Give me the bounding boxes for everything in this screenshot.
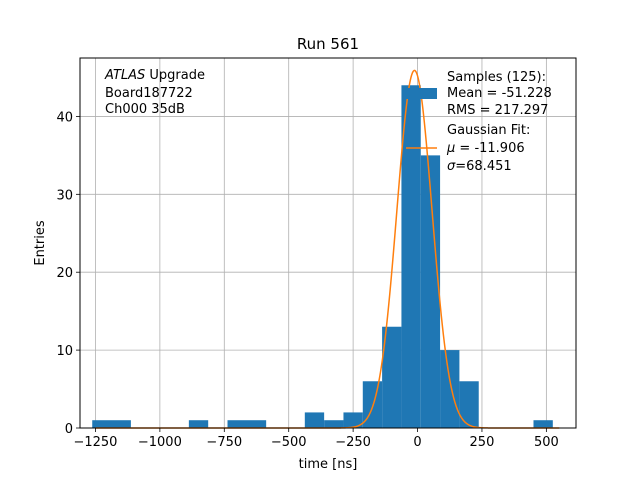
legend-fit-mu: μ = -11.906 (446, 141, 525, 156)
legend-samples-mean: Mean = -51.228 (447, 86, 552, 101)
x-tick-label: −500 (271, 435, 307, 450)
legend: Samples (125): Mean = -51.228 RMS = 217.… (404, 70, 552, 174)
x-axis-label: time [ns] (299, 457, 358, 472)
histogram-bar (343, 412, 363, 428)
x-axis-ticks: −1250 −1000 −750 −500 −250 0 250 500 (73, 428, 559, 450)
histogram-bar (227, 420, 267, 428)
histogram-bar (304, 412, 325, 428)
legend-samples-swatch (404, 88, 437, 99)
y-tick-label: 20 (56, 266, 73, 281)
x-tick-label: −1000 (138, 435, 182, 450)
y-tick-label: 0 (65, 422, 73, 437)
y-tick-label: 10 (56, 344, 73, 359)
histogram-bar (382, 326, 402, 428)
histogram-bar (324, 420, 344, 428)
chart-title: Run 561 (297, 35, 359, 53)
x-tick-label: −1250 (73, 435, 117, 450)
annotation-line-2: Board187722 (105, 86, 193, 101)
x-tick-label: 500 (534, 435, 559, 450)
y-axis-label: Entries (33, 220, 48, 266)
x-tick-label: 0 (413, 435, 421, 450)
histogram-bar (188, 420, 209, 428)
histogram-bar (401, 85, 421, 429)
histogram-bar (459, 381, 479, 428)
legend-samples-title: Samples (125): (447, 70, 546, 85)
plot-frame (79, 57, 577, 429)
histogram-bar (440, 350, 460, 428)
x-tick-label: 250 (470, 435, 495, 450)
legend-fit-title: Gaussian Fit: (447, 123, 530, 138)
histogram-bar (533, 420, 553, 428)
board-annotation: ATLAS Upgrade Board187722 Ch000 35dB (104, 68, 205, 117)
y-axis-ticks: 0 10 20 30 40 (56, 110, 80, 437)
legend-samples-rms: RMS = 217.297 (447, 103, 548, 118)
legend-fit-sigma: σ=68.451 (447, 159, 512, 174)
x-tick-label: −750 (206, 435, 242, 450)
y-tick-label: 40 (56, 110, 73, 125)
annotation-line-1: ATLAS Upgrade (104, 68, 205, 83)
histogram-bar (92, 420, 131, 428)
y-tick-label: 30 (56, 188, 73, 203)
x-tick-label: −250 (335, 435, 371, 450)
histogram-bar (420, 155, 441, 429)
annotation-line-3: Ch000 35dB (105, 102, 185, 117)
